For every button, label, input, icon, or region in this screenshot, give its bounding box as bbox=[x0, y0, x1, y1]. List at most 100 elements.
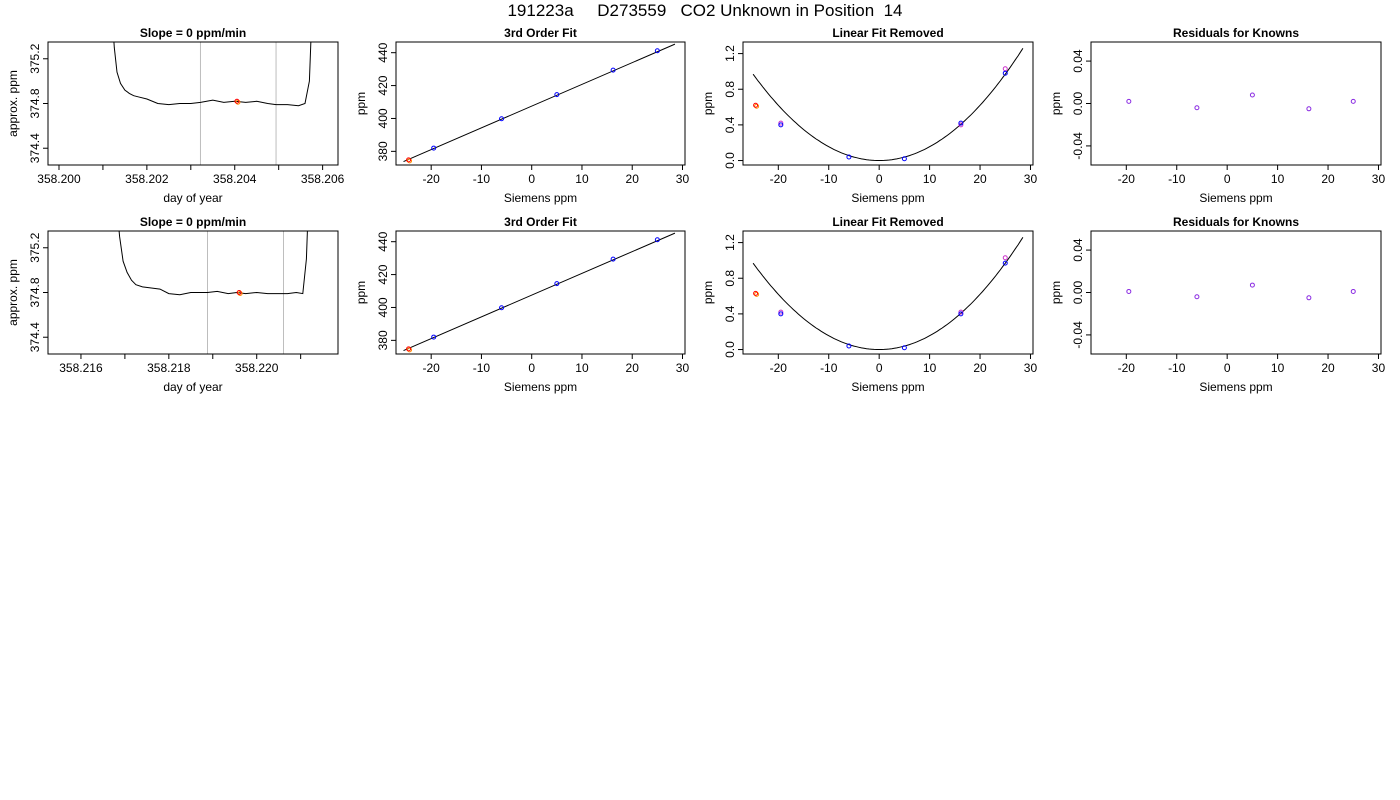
plot-frame bbox=[742, 230, 1034, 355]
known-point bbox=[499, 116, 505, 122]
x-axis-label: Siemens ppm bbox=[504, 380, 577, 394]
fit-curve bbox=[752, 237, 1024, 350]
known-point bbox=[610, 256, 616, 262]
y-tick-label: 420 bbox=[376, 75, 390, 95]
known-point bbox=[499, 305, 505, 311]
x-tick-label: 30 bbox=[1024, 361, 1038, 375]
y-tick-label: 420 bbox=[376, 264, 390, 284]
alt-point bbox=[958, 309, 964, 315]
known-point bbox=[958, 120, 964, 126]
y-tick-label: 0.4 bbox=[723, 305, 737, 322]
alt-point bbox=[1002, 255, 1008, 261]
x-tick-label: 358.216 bbox=[59, 361, 103, 375]
unknown-point bbox=[236, 290, 242, 295]
page-title: 191223a D273559 CO2 Unknown in Position … bbox=[507, 1, 903, 20]
y-axis-label: ppm bbox=[701, 92, 715, 115]
x-tick-label: -20 bbox=[1118, 361, 1136, 375]
panel-3: Linear Fit Removed -20 -10 0 10 20 30 0.0 0.4 0.8… bbox=[701, 26, 1037, 205]
x-tick-label: 30 bbox=[1372, 361, 1386, 375]
unknown-point bbox=[406, 346, 412, 352]
y-axis-label: ppm bbox=[701, 281, 715, 304]
y-tick-label: 374.8 bbox=[28, 88, 42, 118]
y-tick-label: 440 bbox=[376, 231, 390, 251]
x-tick-label: -20 bbox=[770, 172, 788, 186]
y-tick-label: 380 bbox=[376, 141, 390, 161]
y-axis-label: approx. ppm bbox=[6, 259, 20, 326]
x-tick-label: 10 bbox=[1271, 361, 1285, 375]
x-tick-label: 358.200 bbox=[37, 172, 81, 186]
fit-line bbox=[403, 232, 676, 352]
x-axis-label: day of year bbox=[163, 191, 222, 205]
fit-line bbox=[403, 43, 676, 163]
x-tick-label: 30 bbox=[676, 361, 690, 375]
x-tick-label: 0 bbox=[528, 172, 535, 186]
x-tick-label: -10 bbox=[820, 172, 838, 186]
y-axis-label: ppm bbox=[354, 92, 368, 115]
unknown-point bbox=[753, 102, 759, 108]
unknown-point-alt bbox=[754, 103, 760, 109]
panel-1: Slope = 0 ppm/min 358.200 358.202 358.204 35… bbox=[6, 26, 345, 205]
panel-5: Slope = 0 ppm/min 358.216 358.218 358.220 37… bbox=[6, 215, 339, 394]
unknown-point bbox=[234, 98, 240, 104]
known-point bbox=[778, 122, 784, 128]
y-tick-label: 400 bbox=[376, 108, 390, 128]
x-tick-label: 10 bbox=[575, 361, 589, 375]
x-tick-label: 30 bbox=[676, 172, 690, 186]
y-tick-label: 0.8 bbox=[723, 270, 737, 287]
y-tick-label: 374.4 bbox=[28, 322, 42, 352]
y-tick-label: 440 bbox=[376, 42, 390, 62]
known-point bbox=[654, 237, 660, 243]
unknown-point bbox=[406, 157, 412, 163]
panel-title: 3rd Order Fit bbox=[504, 26, 577, 40]
x-tick-label: -10 bbox=[1168, 172, 1186, 186]
x-tick-label: 20 bbox=[973, 361, 987, 375]
unknown-point bbox=[753, 290, 759, 296]
unknown-point-alt bbox=[407, 158, 413, 164]
y-axis-label: ppm bbox=[1049, 92, 1063, 115]
x-tick-label: 358.206 bbox=[301, 172, 345, 186]
y-tick-label: 0.04 bbox=[1071, 238, 1085, 262]
y-tick-label: -0.04 bbox=[1071, 321, 1085, 349]
known-point bbox=[554, 281, 560, 287]
x-tick-label: -10 bbox=[473, 361, 491, 375]
known-point bbox=[901, 345, 907, 351]
y-tick-label: 400 bbox=[376, 297, 390, 317]
known-point bbox=[654, 48, 660, 54]
unknown-point-alt bbox=[754, 291, 760, 297]
x-tick-label: -10 bbox=[1168, 361, 1186, 375]
y-tick-label: 375.2 bbox=[28, 43, 42, 73]
x-axis-label: Siemens ppm bbox=[851, 191, 924, 205]
x-tick-label: -10 bbox=[820, 361, 838, 375]
x-tick-label: 358.202 bbox=[125, 172, 169, 186]
panel-7: Linear Fit Removed -20 -10 0 10 20 30 0.0 0.4 0.8… bbox=[701, 215, 1037, 394]
known-point bbox=[1350, 288, 1356, 294]
x-tick-label: 20 bbox=[1321, 361, 1335, 375]
x-tick-label: 10 bbox=[923, 172, 937, 186]
y-tick-label: 374.4 bbox=[28, 133, 42, 163]
panel-title: Linear Fit Removed bbox=[832, 215, 943, 229]
known-point bbox=[1306, 106, 1312, 112]
known-point bbox=[1194, 105, 1200, 111]
x-tick-label: 358.204 bbox=[213, 172, 257, 186]
panel-title: Slope = 0 ppm/min bbox=[140, 26, 246, 40]
y-tick-label: 374.8 bbox=[28, 277, 42, 307]
unknown-point-alt bbox=[237, 291, 243, 296]
x-axis-label: Siemens ppm bbox=[1199, 380, 1272, 394]
y-axis-label: ppm bbox=[354, 281, 368, 304]
known-point bbox=[1249, 282, 1255, 288]
y-tick-label: 0.4 bbox=[723, 116, 737, 133]
x-tick-label: -10 bbox=[473, 172, 491, 186]
known-point bbox=[554, 92, 560, 98]
panel-title: Linear Fit Removed bbox=[832, 26, 943, 40]
x-tick-label: 358.220 bbox=[235, 361, 279, 375]
unknown-point-alt bbox=[407, 347, 413, 353]
known-point bbox=[846, 343, 852, 349]
y-tick-label: 380 bbox=[376, 330, 390, 350]
x-tick-label: 10 bbox=[575, 172, 589, 186]
x-tick-label: -20 bbox=[770, 361, 788, 375]
panel-8: Residuals for Knowns -20 -10 0 10 20 30 -0.04 0.… bbox=[1049, 215, 1385, 394]
y-tick-label: 0.8 bbox=[723, 81, 737, 98]
y-tick-label: 0.00 bbox=[1071, 91, 1085, 115]
known-point bbox=[610, 67, 616, 73]
